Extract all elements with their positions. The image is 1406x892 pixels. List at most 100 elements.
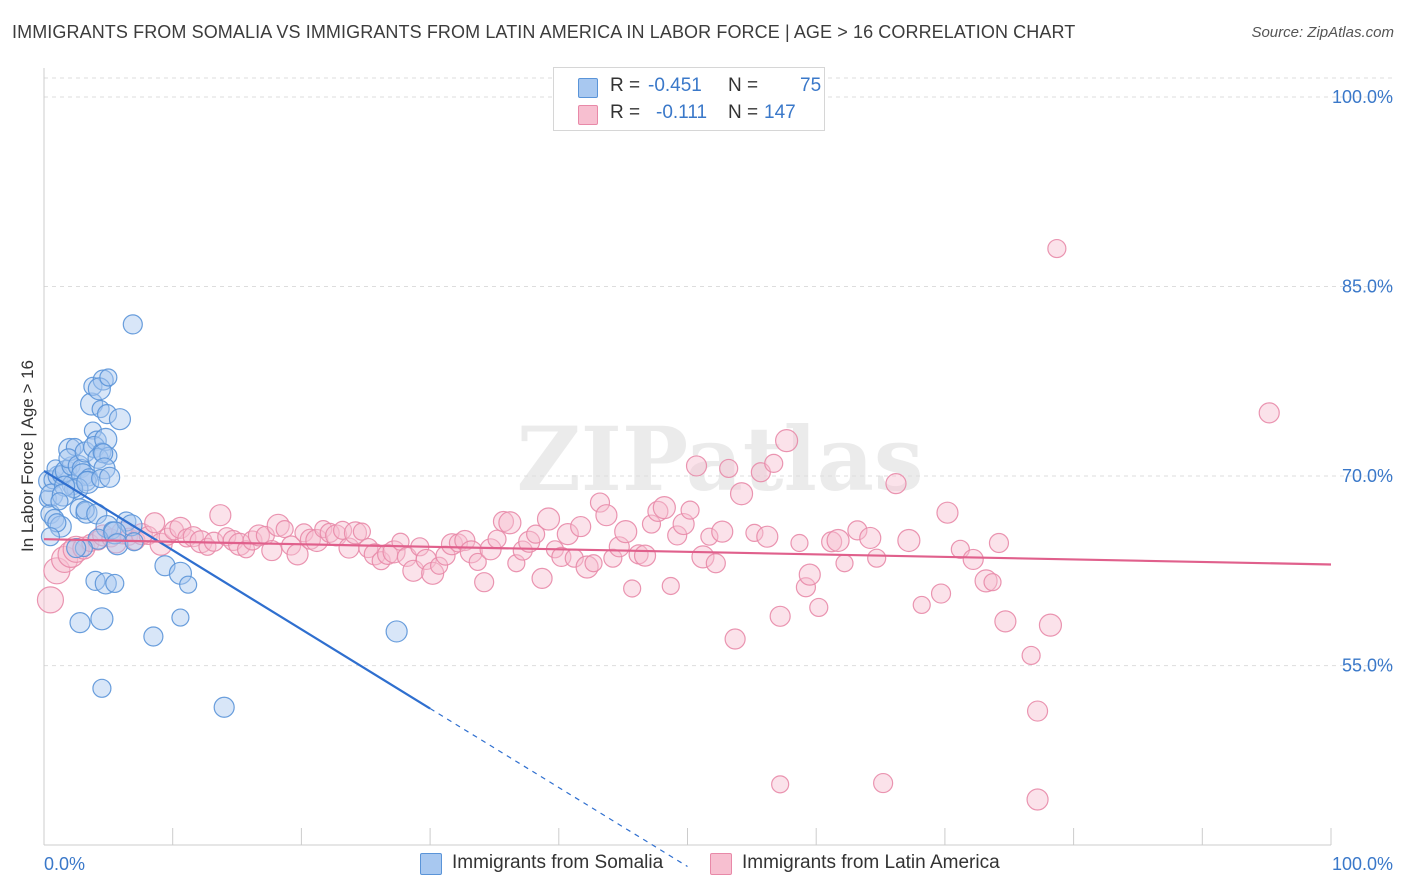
latin-point	[661, 576, 680, 596]
latin-point	[719, 458, 739, 479]
latin-point	[603, 548, 623, 568]
somalia-point	[80, 392, 104, 416]
latin-point	[771, 775, 790, 794]
source-label: Source: ZipAtlas.com	[1251, 24, 1394, 41]
somalia-point	[75, 500, 95, 520]
latin-point	[885, 473, 907, 495]
somalia-point	[99, 466, 121, 488]
somalia-point	[179, 575, 198, 594]
latin-point	[614, 520, 638, 544]
watermark: ZIPatlas	[517, 407, 924, 511]
latin-point	[667, 525, 688, 546]
latin-point	[623, 579, 642, 598]
latin-point	[835, 554, 854, 573]
y-tick-label: 70.0%	[1342, 466, 1393, 486]
latin-point	[608, 536, 630, 558]
y-tick-label: 85.0%	[1342, 276, 1393, 296]
bottom-legend-swatch-somalia	[420, 853, 442, 875]
y-tick-label: 55.0%	[1342, 656, 1393, 676]
latin-point	[873, 772, 894, 794]
latin-point	[144, 512, 166, 534]
latin-point	[305, 528, 329, 553]
latin-point	[556, 523, 579, 546]
legend-r-value: -0.111	[656, 102, 708, 123]
latin-point	[584, 554, 603, 573]
chart-title: IMMIGRANTS FROM SOMALIA VS IMMIGRANTS FR…	[12, 22, 1076, 42]
latin-point	[266, 513, 290, 537]
latin-point	[1258, 402, 1280, 424]
latin-point	[430, 556, 449, 575]
y-tick-label: 100.0%	[1332, 87, 1393, 107]
latin-point	[595, 504, 618, 527]
somalia-point	[171, 608, 190, 627]
latin-point	[468, 552, 487, 572]
latin-point	[680, 500, 700, 520]
latin-point	[795, 577, 817, 598]
somalia-point	[108, 408, 132, 431]
latin-point	[809, 597, 829, 618]
latin-point	[711, 520, 734, 543]
legend-r-value: -0.451	[648, 75, 702, 96]
somalia-point	[213, 696, 235, 718]
latin-america-trend-line	[43, 538, 1332, 566]
latin-point	[685, 455, 708, 477]
latin-point	[62, 535, 90, 563]
latin-point	[479, 538, 502, 561]
latin-point	[507, 554, 526, 573]
somalia-trend-extension	[429, 708, 688, 867]
somalia-point	[168, 561, 193, 585]
latin-point	[459, 540, 483, 564]
x-tick-label-min: 0.0%	[44, 854, 85, 874]
somalia-point	[50, 492, 69, 511]
latin-point	[531, 567, 553, 589]
somalia-point	[92, 678, 112, 698]
somalia-points	[38, 314, 408, 718]
latin-point	[930, 583, 952, 604]
somalia-point	[91, 468, 111, 489]
somalia-point	[94, 427, 118, 451]
somalia-point	[69, 612, 91, 634]
latin-point	[536, 507, 561, 531]
latin-point	[652, 496, 676, 520]
legend-r-label: R =	[610, 75, 641, 96]
somalia-point	[105, 573, 125, 594]
latin-point	[440, 533, 464, 556]
trend-lines	[43, 470, 1332, 867]
latin-point	[641, 514, 662, 534]
latin-point	[859, 526, 882, 550]
latin-point	[294, 523, 314, 543]
latin-point	[247, 524, 271, 547]
latin-point	[798, 563, 821, 586]
somalia-point	[90, 607, 114, 631]
somalia-point	[40, 527, 61, 547]
latin-point	[275, 520, 294, 539]
somalia-point	[385, 620, 408, 643]
legend-r-label: R =	[610, 102, 641, 123]
latin-point	[36, 586, 65, 614]
latin-point	[217, 527, 237, 547]
latin-point	[826, 528, 850, 553]
legend-n-value: 147	[764, 102, 796, 123]
latin-point	[705, 553, 726, 574]
bottom-legend-label: Immigrants from Somalia	[452, 852, 664, 873]
latin-point	[962, 548, 984, 571]
legend-swatch-latin-america	[578, 105, 598, 125]
latin-point	[352, 522, 371, 541]
latin-point	[358, 537, 379, 559]
latin-point	[867, 548, 887, 568]
latin-point	[319, 522, 340, 543]
latin-america-points	[36, 238, 1280, 811]
latin-point	[498, 511, 522, 535]
latin-point	[994, 610, 1017, 633]
latin-point	[526, 524, 546, 544]
somalia-point	[66, 537, 87, 559]
bottom-legend-label: Immigrants from Latin America	[742, 852, 1000, 873]
latin-point	[371, 551, 391, 571]
latin-point	[314, 520, 333, 539]
latin-point	[1047, 238, 1067, 259]
latin-point	[343, 521, 368, 545]
grid-layer	[44, 77, 1393, 667]
somalia-point	[69, 498, 91, 520]
latin-point	[724, 628, 746, 650]
